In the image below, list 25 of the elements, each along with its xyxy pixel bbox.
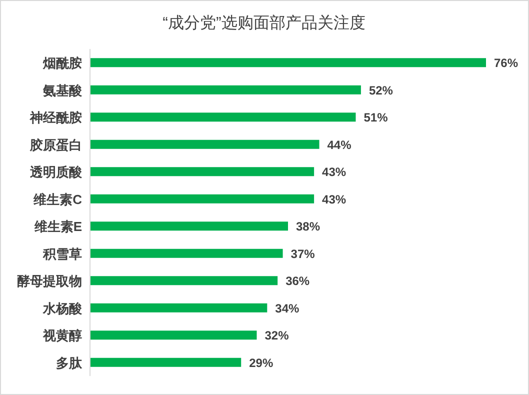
category-label: 神经酰胺 <box>30 110 82 126</box>
category-label: 酵母提取物 <box>17 274 82 289</box>
value-label: 34% <box>275 301 300 316</box>
value-label: 32% <box>264 328 289 343</box>
value-label: 52% <box>368 83 393 98</box>
category-label: 透明质酸 <box>30 164 82 180</box>
title: “成分党”选购面部产品关注度 <box>162 15 366 32</box>
category-label: 维生素C <box>34 192 82 207</box>
category-label: 维生素E <box>34 219 82 234</box>
value-label: 36% <box>286 274 310 288</box>
category-label: 氨基酸 <box>43 82 82 98</box>
value-label: 43% <box>322 192 346 206</box>
category-label: 烟酰胺 <box>43 56 82 71</box>
value-label: 37% <box>290 246 315 261</box>
value-label: 44% <box>327 138 352 152</box>
value-label: 43% <box>322 165 346 180</box>
category-label: 胶原蛋白 <box>30 137 82 152</box>
value-label: 38% <box>296 220 320 234</box>
category-label: 多肽 <box>56 355 82 370</box>
category-label: 水杨酸 <box>43 300 82 316</box>
value-label: 29% <box>249 356 274 370</box>
category-label: 积雪草 <box>43 246 82 262</box>
value-label: 51% <box>364 110 388 125</box>
category-label: 视黄醇 <box>43 328 82 344</box>
value-label: 76% <box>494 56 518 70</box>
